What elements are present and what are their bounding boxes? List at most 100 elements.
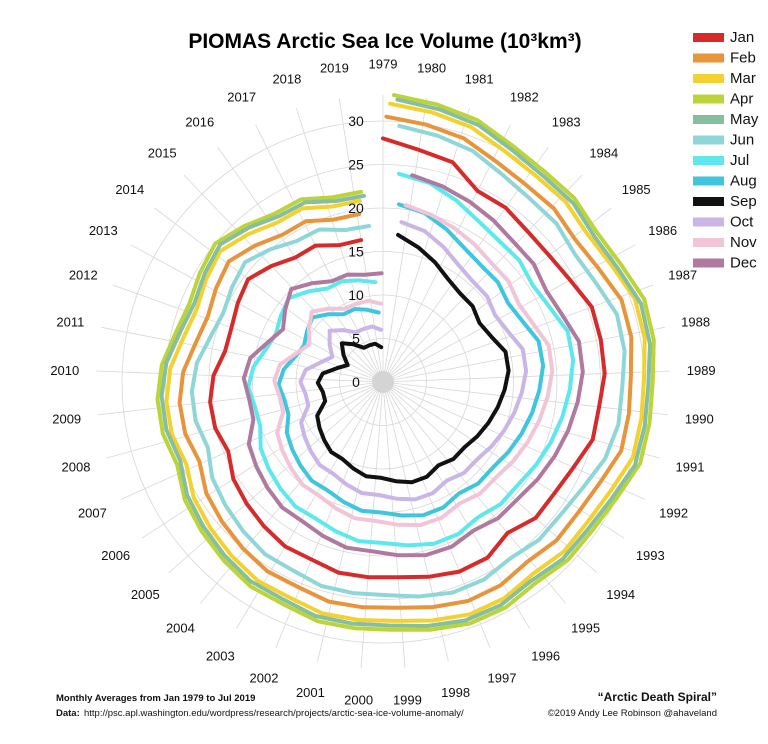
center-dot [372, 371, 394, 393]
grid-spoke [106, 381, 384, 459]
legend-swatch [693, 258, 724, 268]
legend-swatch [693, 156, 724, 165]
radial-tick-label: 30 [348, 113, 364, 129]
legend-swatch [693, 197, 724, 206]
year-label: 2002 [250, 670, 279, 685]
legend-label: Sep [730, 193, 757, 210]
legend-swatch [693, 74, 724, 83]
year-label: 2001 [296, 685, 325, 700]
year-label: 2003 [206, 649, 235, 664]
radial-tick-label: 20 [348, 200, 364, 216]
series-line-jan [208, 136, 607, 580]
grid-spoke [382, 381, 491, 649]
grid-spoke [382, 207, 612, 383]
grid-spoke [101, 326, 384, 383]
grid-spoke [120, 381, 384, 500]
grid-spoke [382, 381, 598, 574]
credit-line: ©2019 Andy Lee Robinson @ahaveland [548, 708, 717, 719]
year-label: 2005 [131, 587, 160, 602]
series-lines [155, 93, 656, 632]
legend-label: Jun [730, 132, 754, 149]
year-label: 2018 [272, 71, 301, 86]
legend-swatch [693, 135, 724, 145]
legend-swatch [693, 33, 724, 42]
credit-title: “Arctic Death Spiral” [598, 690, 717, 704]
year-label: 2009 [52, 412, 81, 427]
footer-data-label: Data: [56, 708, 80, 719]
radial-tick-label: 10 [348, 287, 364, 303]
grid-ring [208, 207, 558, 557]
legend-label: Apr [730, 91, 753, 108]
legend: Jan Feb Mar Apr May Jun Jul Aug Sep Oct Nov Dec [693, 29, 759, 272]
series-line-oct [298, 220, 529, 502]
legend-swatch [693, 217, 724, 227]
grid-spoke [382, 244, 636, 383]
legend-label: Mar [730, 70, 756, 87]
year-label: 1982 [510, 90, 539, 105]
year-label: 1998 [441, 685, 470, 700]
year-label: 1996 [531, 649, 560, 664]
grid-spoke [183, 174, 384, 383]
grid-spoke [255, 124, 384, 383]
legend-label: Feb [730, 50, 756, 67]
series-line-nov [272, 203, 555, 528]
series-line-jul [246, 171, 576, 548]
series-line-mar [164, 101, 647, 623]
legend-label: Jan [730, 29, 754, 46]
grid-ring [295, 294, 471, 470]
radial-tick-label: 5 [352, 331, 360, 347]
year-label: 1983 [552, 115, 581, 130]
year-label: 1989 [687, 363, 716, 378]
series-line-jun [189, 123, 627, 599]
radial-tick-labels: 0 5 10 15 20 25 30 [348, 113, 364, 390]
series-line-aug [276, 202, 546, 518]
footer-data-url: http://psc.apl.washington.edu/wordpress/… [84, 708, 464, 719]
legend-swatch [693, 94, 724, 104]
year-label: 1984 [589, 146, 618, 161]
year-label: 1999 [393, 693, 422, 708]
grid-spoke [382, 381, 660, 459]
year-label: 1979 [369, 57, 398, 72]
legend-label: May [730, 111, 759, 128]
year-label: 2012 [69, 267, 98, 282]
radial-tick-label: 25 [348, 157, 364, 173]
grid-spoke [130, 244, 384, 383]
radial-tick-label: 15 [348, 244, 364, 260]
series-line-dec [241, 173, 585, 558]
series-line-feb [177, 114, 634, 610]
year-label: 1987 [668, 267, 697, 282]
year-label: 1990 [685, 412, 714, 427]
grid-spoke [382, 146, 549, 383]
legend-label: Oct [730, 214, 754, 231]
year-label: 1995 [571, 621, 600, 636]
year-label: 2017 [227, 90, 256, 105]
year-label: 1980 [417, 60, 446, 75]
year-label: 2004 [166, 621, 195, 636]
year-label: 2000 [344, 693, 373, 708]
grid-spoke [382, 381, 646, 500]
grid-spoke [96, 370, 384, 383]
year-label: 2008 [62, 459, 91, 474]
grid-spoke [382, 108, 470, 383]
year-label: 2006 [101, 548, 130, 563]
legend-swatch [693, 115, 724, 124]
year-label: 2014 [115, 182, 144, 197]
grid-ring [339, 338, 427, 426]
series-line-apr [155, 93, 656, 632]
legend-label: Nov [730, 234, 757, 251]
year-label: 2011 [56, 314, 84, 329]
legend-label: Dec [730, 255, 757, 272]
year-label: 1991 [676, 459, 705, 474]
grid-spoke [382, 381, 625, 539]
series-line-sep [315, 232, 511, 485]
legend-label: Aug [730, 173, 757, 190]
year-label: 1981 [465, 71, 494, 86]
year-label: 1997 [488, 670, 517, 685]
footer-averages-note: Monthly Averages from Jan 1979 to Jul 20… [56, 693, 255, 704]
grid-spoke [97, 381, 384, 416]
year-label: 1985 [622, 182, 651, 197]
grid-spoke [382, 174, 583, 383]
legend-swatch [693, 176, 724, 186]
series-line-may [159, 97, 652, 628]
